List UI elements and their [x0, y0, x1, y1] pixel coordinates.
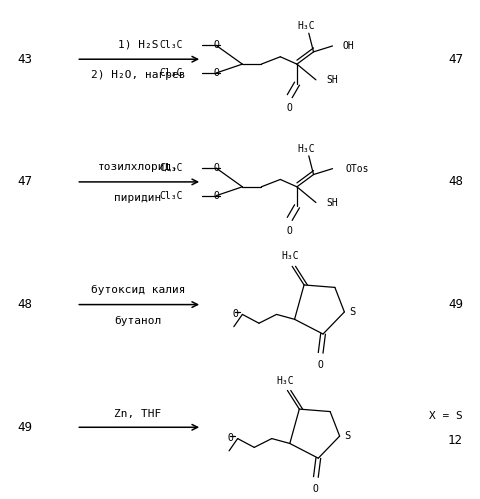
Text: O: O	[228, 433, 234, 443]
Text: OH: OH	[343, 41, 355, 51]
Text: O: O	[213, 191, 219, 201]
Text: пиридин: пиридин	[114, 193, 162, 203]
Text: 49: 49	[17, 421, 32, 434]
Text: O: O	[287, 226, 293, 236]
Text: бутанол: бутанол	[114, 315, 162, 325]
Text: 43: 43	[17, 53, 32, 66]
Text: X = S: X = S	[429, 411, 463, 421]
Text: 12: 12	[448, 434, 463, 447]
Text: 49: 49	[448, 298, 463, 311]
Text: O: O	[318, 360, 324, 370]
Text: H₃C: H₃C	[276, 376, 294, 386]
Text: O: O	[287, 103, 293, 113]
Text: бутоксид калия: бутоксид калия	[91, 284, 185, 295]
Text: O: O	[233, 309, 239, 319]
Text: H₃C: H₃C	[298, 21, 315, 31]
Text: O: O	[213, 68, 219, 78]
Text: 2) H₂O, нагрев: 2) H₂O, нагрев	[91, 70, 185, 80]
Text: 1) H₂S: 1) H₂S	[118, 39, 158, 49]
Text: Zn, THF: Zn, THF	[114, 409, 162, 419]
Text: 48: 48	[448, 176, 463, 189]
Text: Cl₃C: Cl₃C	[159, 163, 183, 173]
Text: S: S	[349, 307, 355, 317]
Text: S: S	[344, 431, 350, 441]
Text: OTos: OTos	[346, 164, 369, 174]
Text: Cl₃C: Cl₃C	[159, 68, 183, 78]
Text: SH: SH	[326, 198, 338, 208]
Text: 47: 47	[448, 53, 463, 66]
Text: Cl₃C: Cl₃C	[159, 40, 183, 50]
Text: O: O	[313, 484, 319, 494]
Text: 48: 48	[17, 298, 32, 311]
Text: SH: SH	[326, 75, 338, 85]
Text: O: O	[213, 163, 219, 173]
Text: тозилхлорид,: тозилхлорид,	[97, 162, 179, 172]
Text: Cl₃C: Cl₃C	[159, 191, 183, 201]
Text: O: O	[213, 40, 219, 50]
Text: 47: 47	[17, 176, 32, 189]
Text: H₃C: H₃C	[298, 144, 315, 154]
Text: H₃C: H₃C	[281, 251, 299, 261]
